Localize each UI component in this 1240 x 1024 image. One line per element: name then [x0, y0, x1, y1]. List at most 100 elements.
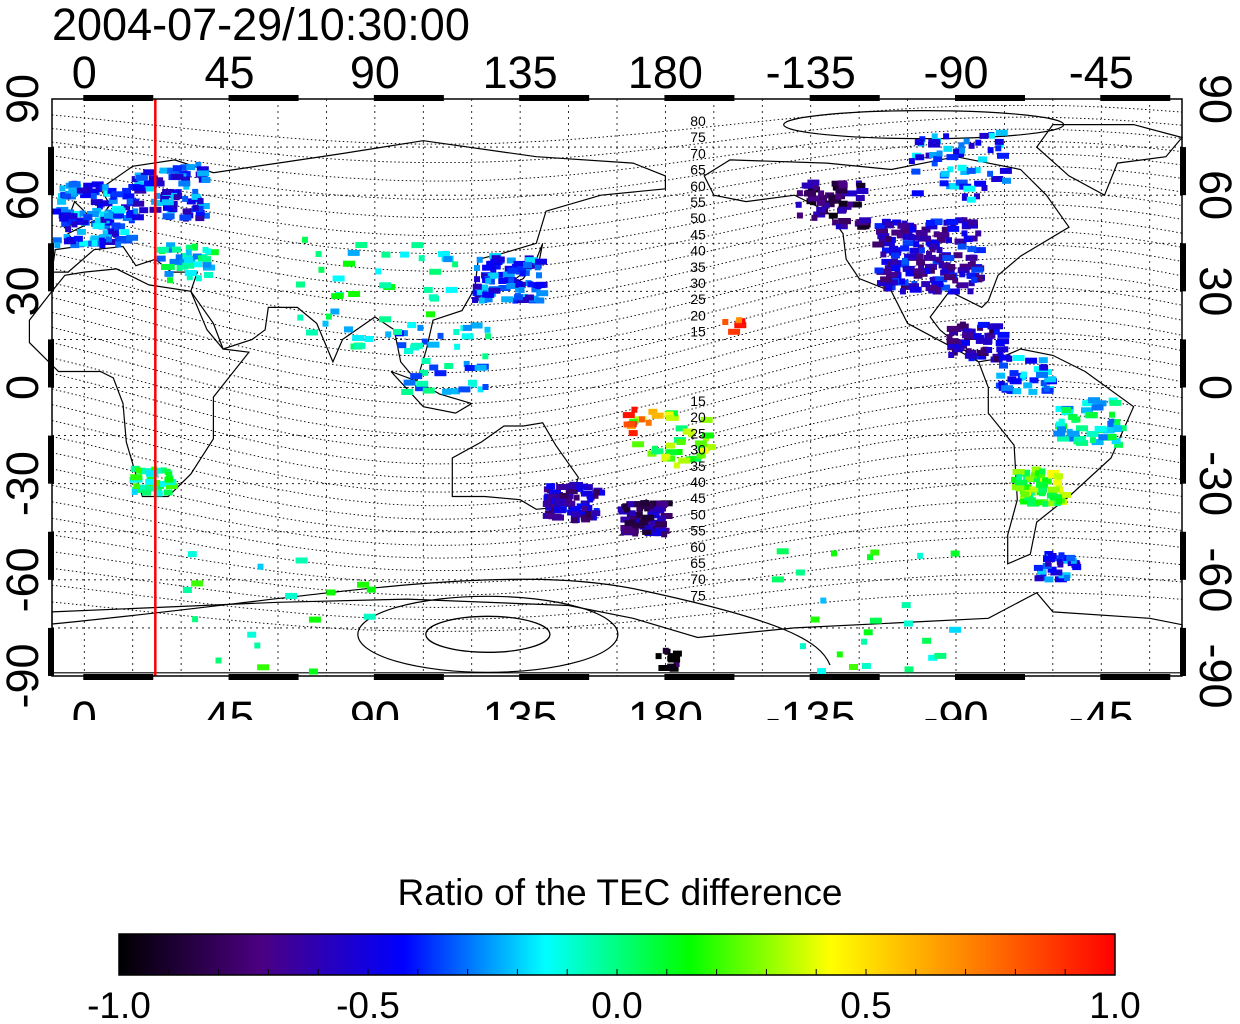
tec-cell — [172, 189, 179, 196]
tec-cell — [736, 317, 743, 324]
tec-cell — [979, 132, 989, 139]
tec-cell — [946, 264, 956, 270]
tec-cell — [849, 201, 862, 208]
tec-cell — [155, 180, 165, 187]
tec-cell — [1043, 385, 1050, 392]
tec-cell — [812, 184, 819, 191]
tec-cell — [844, 190, 857, 197]
tec-cell — [366, 586, 376, 593]
tec-cell — [1107, 434, 1117, 440]
tec-cell — [656, 505, 663, 512]
tec-cell — [1054, 576, 1067, 583]
tec-cell — [928, 654, 938, 661]
tec-cell — [628, 430, 638, 437]
tec-cell — [948, 352, 955, 358]
tec-cell — [1039, 490, 1045, 497]
lon-label-bottom: 45 — [205, 692, 255, 720]
tec-cell — [1029, 497, 1036, 504]
contour-label: 65 — [690, 162, 706, 178]
contour-label: 35 — [690, 458, 706, 474]
tec-cell — [159, 480, 166, 487]
tec-cell — [1091, 439, 1104, 446]
tec-cell — [648, 408, 658, 415]
tec-cell — [701, 432, 714, 439]
tec-cell — [962, 328, 972, 335]
tec-cell — [1047, 472, 1057, 479]
tec-cell — [111, 191, 124, 198]
magnetic-contour — [51, 153, 1183, 219]
tec-cell — [946, 237, 952, 244]
tec-cell — [95, 185, 102, 192]
tec-cell — [660, 513, 673, 519]
tec-cell — [935, 276, 948, 283]
tec-cell — [907, 226, 916, 233]
tec-cell — [162, 189, 175, 195]
tec-cell — [909, 247, 919, 254]
lon-label-top: 90 — [350, 47, 400, 98]
tec-cell — [804, 190, 816, 197]
tec-cell — [796, 190, 803, 197]
tec-cell — [631, 406, 638, 413]
tec-cell — [126, 234, 139, 241]
magnetic-contour — [51, 140, 1183, 200]
tec-cell — [156, 255, 166, 262]
tec-cell — [918, 247, 925, 254]
lat-label-left: 30 — [0, 266, 48, 316]
tec-cell — [837, 207, 847, 214]
tec-cell — [874, 267, 884, 274]
tec-cell — [181, 176, 190, 183]
magnetic-contour — [51, 518, 1183, 584]
tec-cell — [957, 243, 967, 250]
tec-cell — [622, 503, 629, 510]
tec-cell — [518, 287, 525, 293]
contour-label: 70 — [690, 145, 706, 161]
tec-cell — [981, 185, 988, 191]
lon-label-bottom: -45 — [1069, 692, 1134, 720]
contour-label: 75 — [690, 129, 706, 145]
tec-cell — [167, 246, 174, 253]
tec-cell — [96, 203, 103, 210]
tec-cell — [901, 257, 908, 264]
tec-cell — [92, 207, 102, 214]
tec-cell — [1042, 500, 1049, 507]
tec-cell — [485, 277, 492, 284]
lat-bar-right — [1180, 147, 1186, 196]
tec-cell — [665, 449, 678, 456]
tec-cell — [908, 253, 915, 260]
tec-cell — [108, 198, 118, 204]
tec-cell — [322, 320, 329, 327]
tec-cell — [974, 180, 987, 187]
tec-cell — [925, 152, 932, 159]
tec-cell — [921, 268, 931, 274]
tec-cell — [161, 199, 174, 206]
tec-cell — [470, 322, 483, 329]
contour-label: 25 — [690, 425, 706, 441]
tec-cell — [58, 212, 71, 219]
tec-cell — [536, 290, 549, 297]
lon-bar-top — [373, 95, 444, 101]
tec-cell — [911, 190, 924, 197]
tec-cell — [900, 245, 910, 252]
tec-cell — [1006, 355, 1013, 362]
tec-cell — [926, 251, 932, 257]
tec-cell — [988, 132, 995, 139]
tec-cell — [73, 210, 83, 217]
tec-cell — [127, 198, 134, 205]
tec-cell — [565, 497, 572, 504]
tec-cell — [182, 195, 189, 202]
tec-cell — [536, 272, 542, 279]
tec-cell — [974, 167, 981, 174]
tec-cell — [1059, 491, 1071, 498]
tec-cell — [627, 501, 634, 508]
tec-cell — [961, 217, 968, 224]
tec-cell — [1028, 388, 1038, 395]
tec-cell — [668, 656, 681, 663]
tec-cell — [968, 142, 975, 149]
tec-cell — [795, 201, 802, 208]
tec-cell — [104, 209, 117, 216]
tec-cell — [552, 514, 564, 521]
magnetic-contour — [51, 555, 1183, 608]
tec-cell — [144, 180, 156, 187]
tec-cell — [974, 193, 980, 200]
tec-cell — [411, 242, 424, 249]
